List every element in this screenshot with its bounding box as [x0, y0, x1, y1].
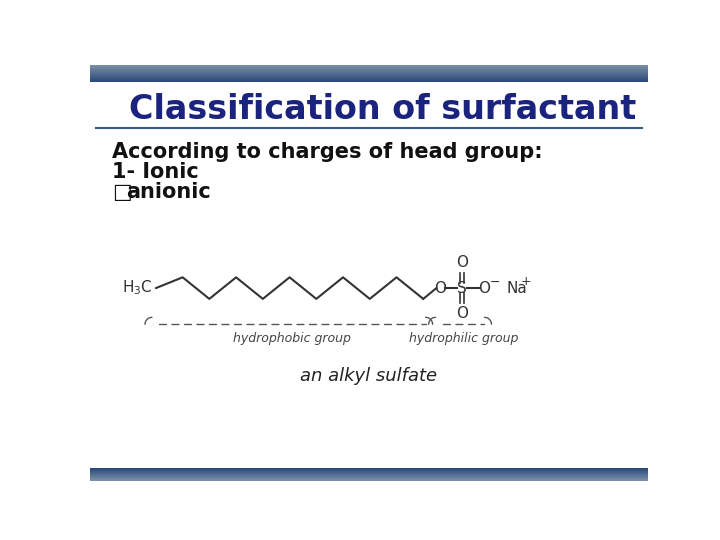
Text: □: □: [112, 182, 132, 202]
Text: 1- Ionic: 1- Ionic: [112, 162, 199, 182]
Text: an alkyl sulfate: an alkyl sulfate: [300, 367, 438, 384]
Text: Classification of surfactant: Classification of surfactant: [129, 93, 636, 126]
Text: O: O: [434, 281, 446, 295]
Text: Na: Na: [507, 281, 528, 295]
Text: −: −: [490, 275, 500, 288]
Text: H$_3$C: H$_3$C: [122, 279, 153, 298]
Text: anionic: anionic: [127, 182, 211, 202]
Text: O: O: [456, 306, 468, 321]
Text: O: O: [477, 281, 490, 295]
Text: +: +: [521, 275, 531, 288]
Text: hydrophilic group: hydrophilic group: [409, 332, 518, 345]
Text: According to charges of head group:: According to charges of head group:: [112, 142, 542, 162]
Text: O: O: [456, 255, 468, 270]
Text: hydrophobic group: hydrophobic group: [233, 332, 351, 345]
Text: S: S: [457, 281, 467, 295]
